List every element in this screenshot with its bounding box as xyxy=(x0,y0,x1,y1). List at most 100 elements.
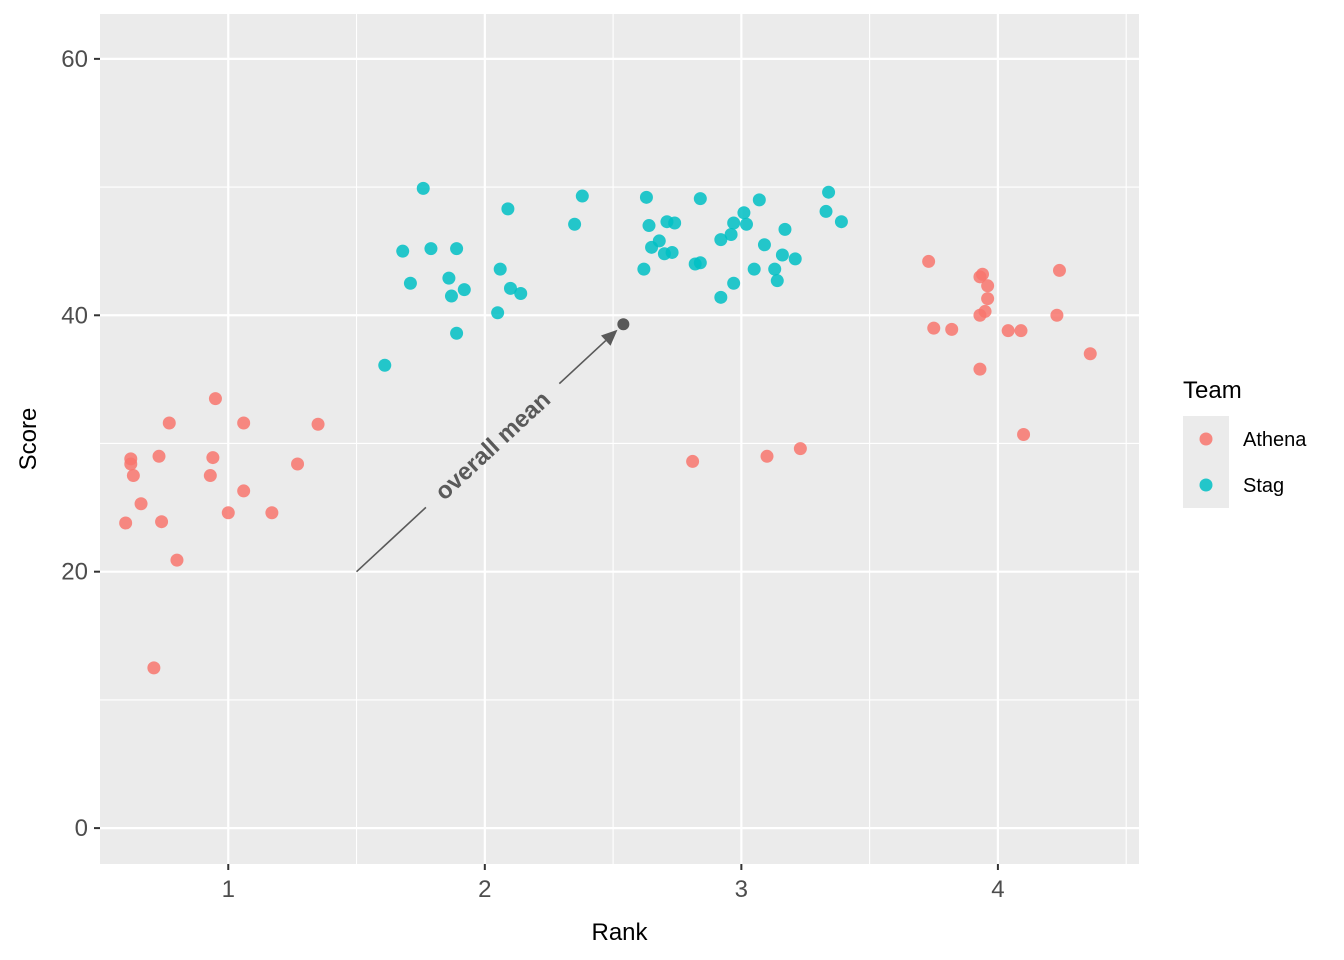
x-tick-label: 3 xyxy=(735,876,748,903)
point-athena xyxy=(237,416,251,430)
point-athena xyxy=(793,442,807,456)
point-athena xyxy=(221,506,235,520)
point-stag xyxy=(822,185,836,199)
point-athena xyxy=(134,497,148,511)
point-stag xyxy=(639,190,653,204)
point-stag xyxy=(834,215,848,229)
point-athena xyxy=(208,392,222,406)
point-stag xyxy=(665,245,679,259)
point-stag xyxy=(727,216,741,230)
major-grid xyxy=(100,14,1139,864)
y-tick-label: 60 xyxy=(61,46,88,73)
point-stag xyxy=(668,216,682,230)
point-stag xyxy=(501,202,515,216)
point-stag xyxy=(747,262,761,276)
point-athena xyxy=(922,254,936,268)
point-stag xyxy=(775,248,789,262)
point-stag xyxy=(642,219,656,233)
legend-keys: Athena Stag xyxy=(1183,416,1307,508)
point-athena xyxy=(265,506,279,520)
point-stag xyxy=(770,274,784,288)
point-stag xyxy=(444,289,458,303)
point-athena xyxy=(973,362,987,376)
point-athena xyxy=(206,451,220,465)
overall-mean-point xyxy=(617,318,630,331)
point-athena xyxy=(1052,263,1066,277)
point-athena xyxy=(152,449,166,463)
y-tick-label: 0 xyxy=(75,815,88,842)
point-stag xyxy=(637,262,651,276)
point-athena xyxy=(927,321,941,335)
annotation-arrow-segment-lower xyxy=(355,506,427,573)
point-stag xyxy=(819,204,833,218)
legend-title: Team xyxy=(1183,377,1242,404)
y-axis-title: Score xyxy=(15,408,42,471)
point-stag xyxy=(757,238,771,252)
point-athena xyxy=(1050,308,1064,322)
point-athena xyxy=(760,449,774,463)
y-tick-label: 20 xyxy=(61,559,88,586)
point-stag xyxy=(739,217,753,231)
point-athena xyxy=(976,267,990,281)
point-stag xyxy=(416,181,430,195)
point-stag xyxy=(491,306,505,320)
point-athena xyxy=(237,484,251,498)
x-tick-label: 2 xyxy=(478,876,491,903)
point-stag xyxy=(693,192,707,206)
point-stag xyxy=(514,286,528,300)
point-stag xyxy=(737,206,751,220)
point-stag xyxy=(788,252,802,266)
x-tick-label: 1 xyxy=(222,876,235,903)
point-stag xyxy=(768,262,782,276)
legend: Team Athena Stag xyxy=(1183,377,1307,508)
point-athena xyxy=(1001,324,1015,338)
point-stag xyxy=(724,228,738,242)
point-stag xyxy=(442,271,456,285)
point-stag xyxy=(378,358,392,372)
point-stag xyxy=(714,290,728,304)
point-stag xyxy=(403,276,417,290)
x-axis: 1 2 3 4 xyxy=(222,864,1005,903)
point-athena xyxy=(126,469,140,483)
y-tick-label: 40 xyxy=(61,302,88,329)
point-athena xyxy=(147,661,161,675)
point-athena xyxy=(155,515,169,529)
y-axis: 0 20 40 60 xyxy=(61,46,100,842)
annotation-arrow-head xyxy=(600,329,618,346)
point-athena xyxy=(945,322,959,336)
plot-panel xyxy=(100,14,1139,864)
point-athena xyxy=(311,417,325,431)
point-athena xyxy=(978,304,992,318)
point-athena xyxy=(170,553,184,567)
point-stag xyxy=(450,242,464,256)
point-athena xyxy=(1083,347,1097,361)
point-stag xyxy=(575,189,589,203)
legend-label-athena: Athena xyxy=(1243,429,1307,451)
point-athena xyxy=(686,454,700,468)
point-stag xyxy=(652,234,666,248)
x-tick-label: 4 xyxy=(991,876,1004,903)
legend-label-stag: Stag xyxy=(1243,475,1284,497)
legend-swatch-stag xyxy=(1199,478,1213,492)
point-athena xyxy=(124,452,138,466)
x-axis-title: Rank xyxy=(591,919,648,946)
data-points xyxy=(119,181,1097,675)
point-athena xyxy=(981,292,995,306)
point-stag xyxy=(457,283,471,297)
annotation-arrow-segment-upper xyxy=(558,339,607,385)
point-athena xyxy=(1014,324,1028,338)
point-athena xyxy=(291,457,305,471)
point-stag xyxy=(493,262,507,276)
point-stag xyxy=(693,256,707,270)
point-athena xyxy=(119,516,133,530)
point-stag xyxy=(714,233,728,247)
point-stag xyxy=(778,222,792,236)
point-stag xyxy=(396,244,410,258)
point-athena xyxy=(162,416,176,430)
point-stag xyxy=(752,193,766,207)
point-stag xyxy=(727,276,741,290)
point-athena xyxy=(1017,428,1031,442)
minor-grid xyxy=(100,14,1139,864)
point-stag xyxy=(568,217,582,231)
